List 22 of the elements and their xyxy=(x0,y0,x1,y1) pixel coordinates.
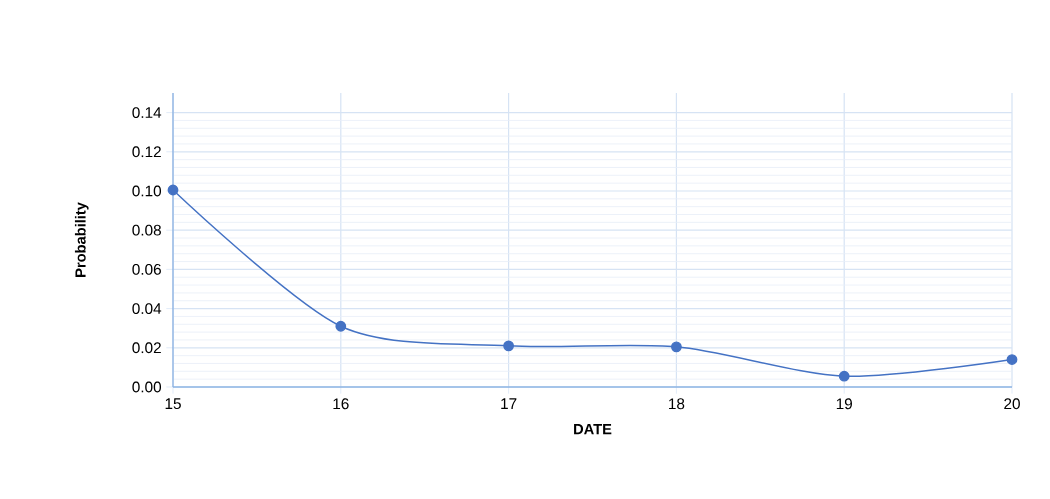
x-tick-label: 15 xyxy=(165,398,181,410)
y-tick-label: 0.06 xyxy=(132,263,161,275)
y-axis-title: Probability xyxy=(74,202,89,277)
point xyxy=(838,370,850,382)
y-tick-label: 0.00 xyxy=(132,381,162,393)
point xyxy=(335,320,347,332)
x-tick-label: 18 xyxy=(669,398,685,410)
x-axis-title: DATE xyxy=(574,424,612,435)
y-tick-label: 0.14 xyxy=(132,107,162,119)
y-tick-label: 0.04 xyxy=(132,303,162,315)
point xyxy=(167,184,179,196)
y-tick-label: 0.08 xyxy=(132,224,161,236)
point xyxy=(1006,354,1018,365)
y-tick-label: 0.02 xyxy=(132,342,161,354)
point xyxy=(670,341,682,353)
x-tick-label: 20 xyxy=(1004,398,1020,410)
y-tick-label: 0.10 xyxy=(132,185,162,197)
x-tick-label: 19 xyxy=(836,398,852,410)
y-tick-label: 0.12 xyxy=(132,146,161,158)
x-tick-label: 17 xyxy=(501,398,517,409)
x-tick-label: 16 xyxy=(333,398,349,410)
point xyxy=(503,340,515,352)
